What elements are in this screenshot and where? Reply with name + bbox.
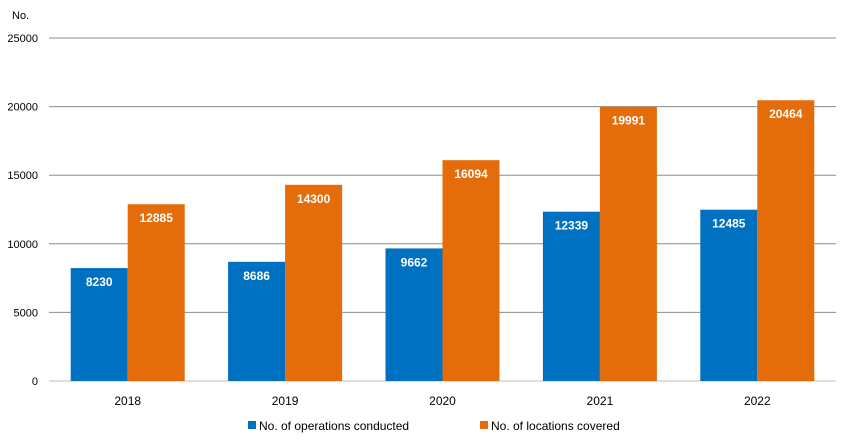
legend-label: No. of locations covered	[491, 419, 620, 433]
bar	[599, 106, 657, 381]
y-tick-label: 25000	[7, 33, 38, 45]
x-tick-label: 2022	[744, 394, 771, 408]
data-label: 20464	[769, 107, 803, 121]
data-label: 14300	[297, 192, 331, 206]
data-label: 19991	[612, 114, 646, 128]
bar	[70, 268, 128, 381]
y-tick-label: 5000	[14, 307, 38, 319]
bar	[757, 100, 815, 381]
data-label: 12339	[555, 219, 589, 233]
y-axis-label: No.	[12, 10, 29, 22]
bar	[542, 211, 600, 381]
x-tick-label: 2021	[587, 394, 614, 408]
data-label: 12485	[712, 217, 746, 231]
x-tick-label: 2018	[114, 394, 141, 408]
bar	[127, 204, 185, 381]
y-tick-label: 10000	[7, 239, 38, 251]
data-label: 12885	[140, 211, 174, 225]
legend-label: No. of operations conducted	[259, 419, 409, 433]
legend-swatch	[248, 421, 256, 429]
data-label: 16094	[454, 167, 488, 181]
bar	[700, 209, 758, 381]
x-tick-label: 2020	[429, 394, 456, 408]
y-tick-label: 15000	[7, 170, 38, 182]
data-label: 8686	[243, 269, 270, 283]
data-label: 9662	[401, 255, 428, 269]
legend-swatch	[480, 421, 488, 429]
y-tick-label: 20000	[7, 102, 38, 114]
data-label: 8230	[86, 275, 113, 289]
bar	[385, 248, 443, 381]
bar	[228, 261, 286, 381]
bar	[285, 184, 343, 381]
bar	[442, 160, 500, 381]
y-tick-label: 0	[32, 376, 38, 388]
x-tick-label: 2019	[272, 394, 299, 408]
